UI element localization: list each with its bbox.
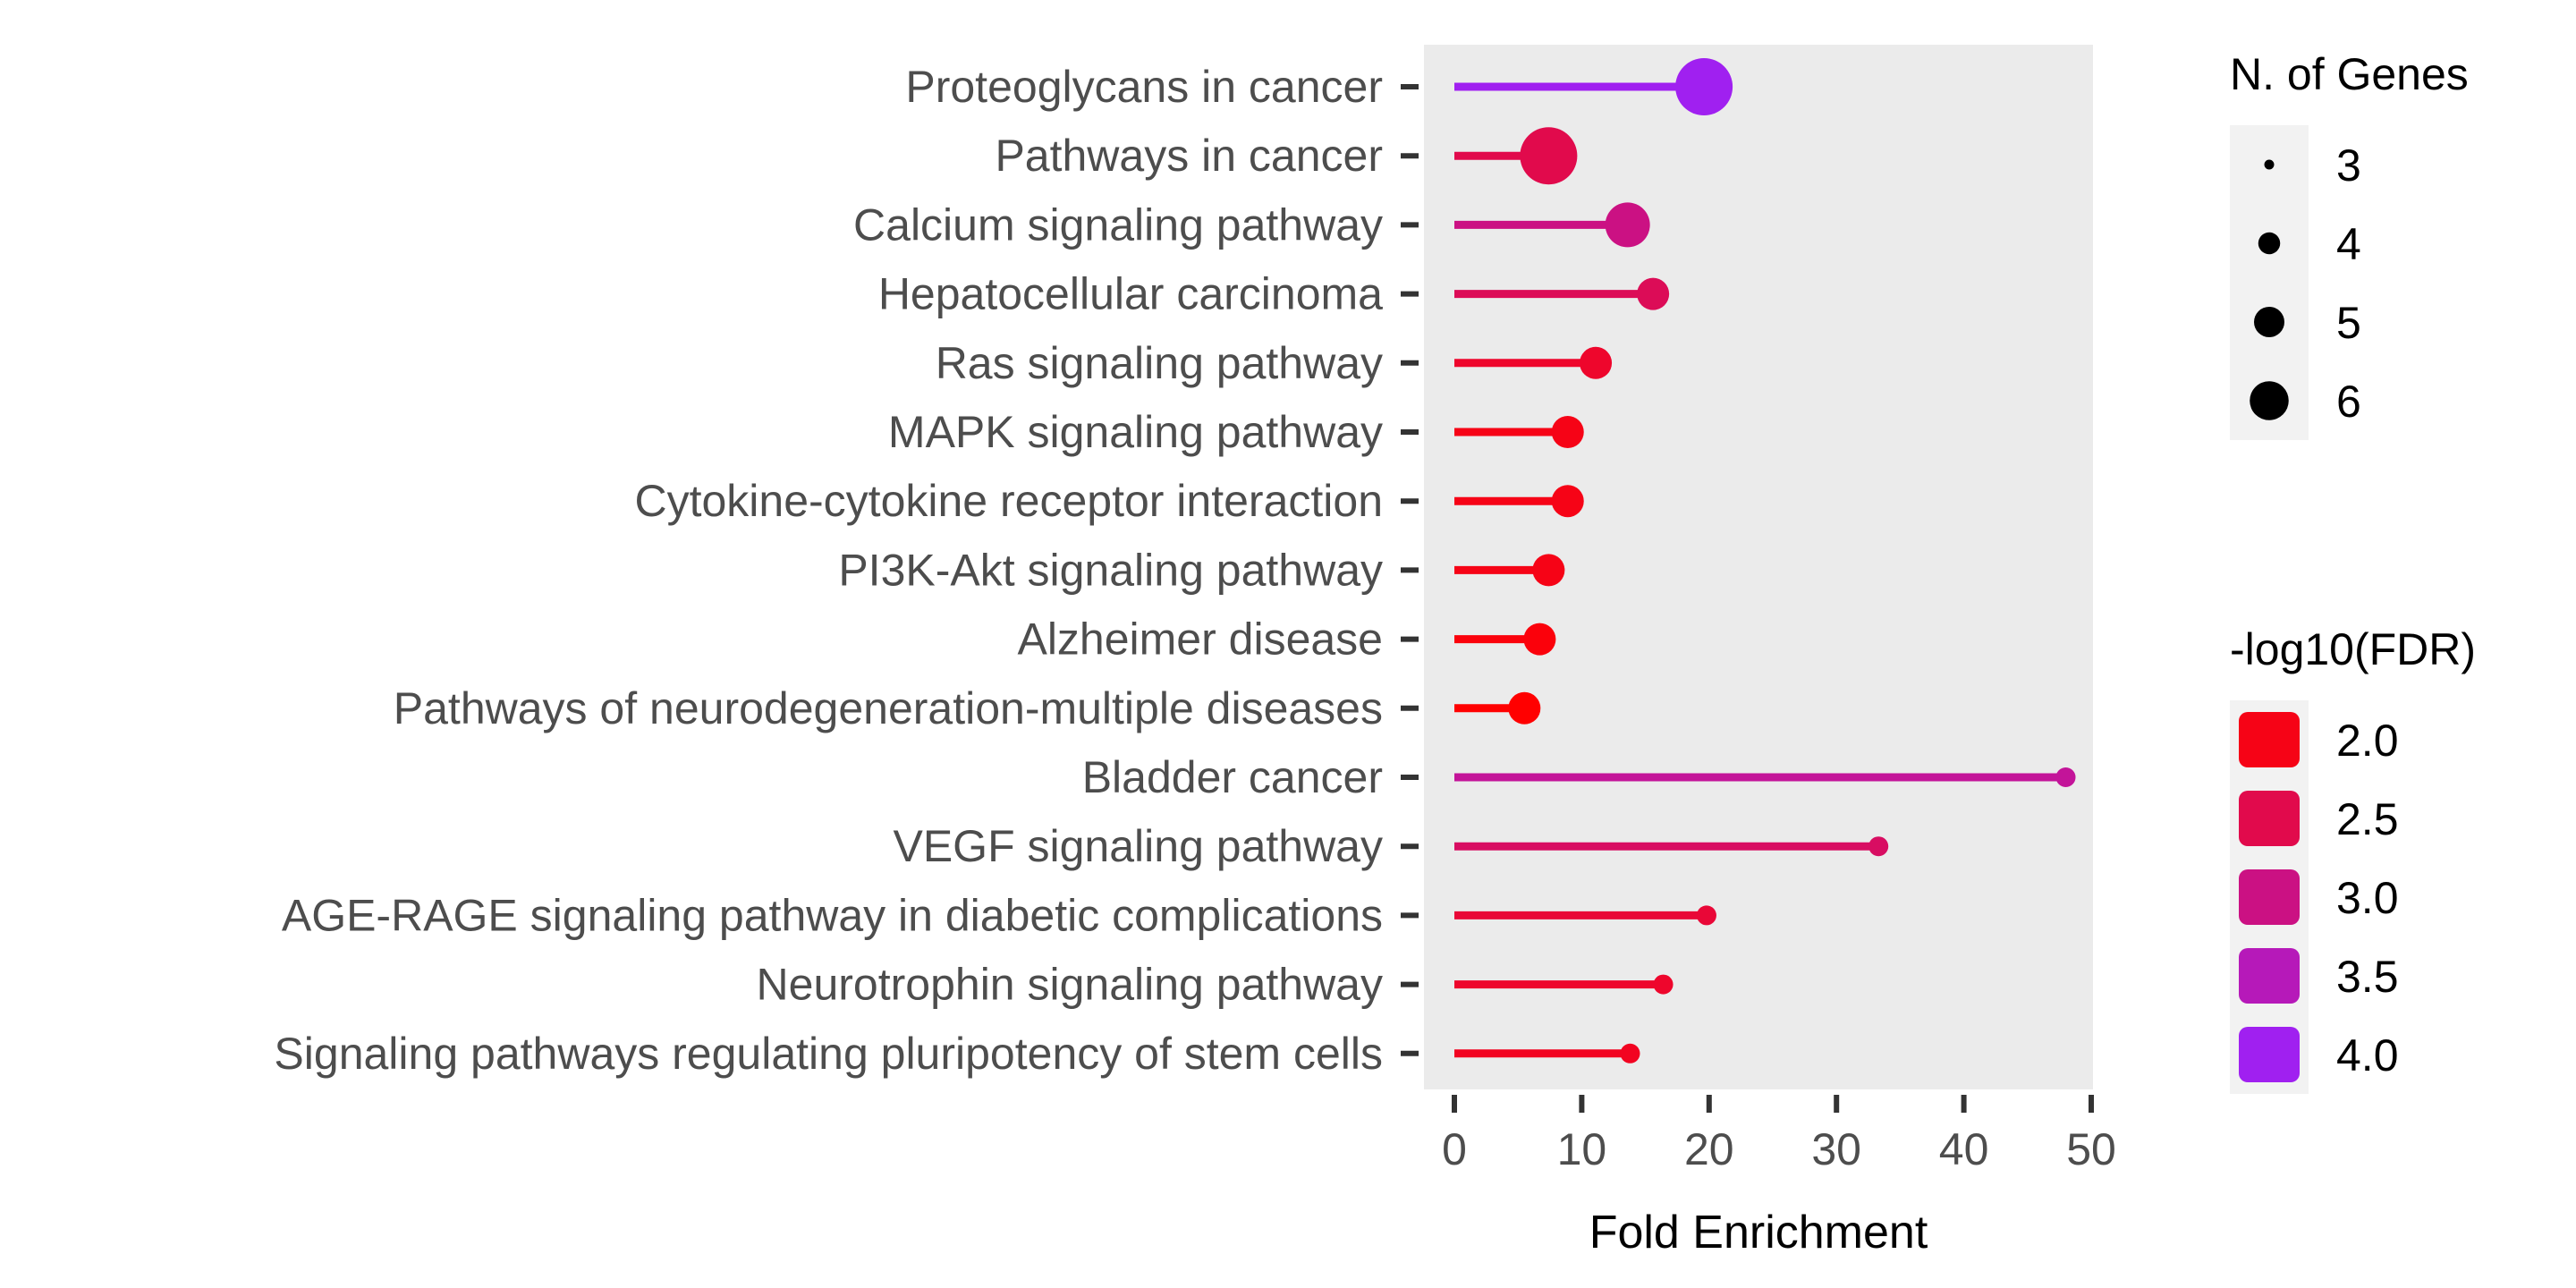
x-tick-label: 50 [2066, 1124, 2116, 1174]
lollipop-point [1696, 905, 1716, 926]
color-legend-key [2239, 791, 2300, 846]
color-legend-label: 3.5 [2336, 952, 2399, 1002]
lollipop-point [1580, 346, 1613, 379]
x-tick-label: 10 [1557, 1124, 1607, 1174]
lollipop-point [1520, 127, 1578, 185]
color-legend-label: 4.0 [2336, 1030, 2399, 1080]
category-label: Bladder cancer [1082, 752, 1383, 802]
color-legend-key [2239, 712, 2300, 767]
category-label: AGE-RAGE signaling pathway in diabetic c… [282, 890, 1383, 940]
size-legend-key [2250, 381, 2289, 420]
size-legend-label: 6 [2336, 377, 2361, 427]
size-legend-label: 5 [2336, 298, 2361, 348]
x-axis-title: Fold Enrichment [1589, 1207, 1928, 1258]
category-label: Signaling pathways regulating pluripoten… [274, 1029, 1383, 1079]
category-label: Pathways of neurodegeneration-multiple d… [394, 683, 1383, 733]
color-legend-title: -log10(FDR) [2230, 624, 2476, 674]
lollipop-point [1532, 554, 1565, 587]
lollipop-point [2055, 767, 2076, 787]
y-axis: Proteoglycans in cancer Pathways in cance… [274, 62, 1419, 1079]
lollipop-point [1551, 485, 1584, 518]
size-legend-key [2258, 232, 2281, 255]
color-legend-key [2239, 948, 2300, 1004]
category-label: Neurotrophin signaling pathway [757, 960, 1383, 1010]
lollipop-point [1637, 277, 1670, 310]
category-label: Pathways in cancer [995, 131, 1383, 181]
category-label: MAPK signaling pathway [888, 407, 1383, 457]
category-label: Cytokine-cytokine receptor interaction [635, 476, 1384, 526]
lollipop-point [1868, 836, 1889, 857]
color-legend-label: 3.0 [2336, 873, 2399, 923]
size-legend-title: N. of Genes [2230, 49, 2469, 99]
size-legend-key [2254, 307, 2284, 337]
lollipop-point [1508, 691, 1541, 724]
lollipop-point [1605, 202, 1650, 248]
x-axis: 0 10 20 30 40 50 [1442, 1095, 2116, 1174]
lollipop-point [1620, 1043, 1640, 1063]
color-legend: -log10(FDR) 2.0 2.5 3.0 3.5 4.0 [2230, 624, 2476, 1094]
size-legend-label: 3 [2336, 140, 2361, 191]
lollipop-point [1551, 416, 1584, 448]
x-tick-label: 20 [1684, 1124, 1734, 1174]
category-label: PI3K-Akt signaling pathway [838, 545, 1383, 595]
category-label: Ras signaling pathway [936, 338, 1383, 388]
size-legend-label: 4 [2336, 219, 2361, 269]
category-label: VEGF signaling pathway [893, 821, 1383, 871]
color-legend-key [2239, 869, 2300, 925]
data-marks [1454, 58, 2076, 1063]
lollipop-point [1523, 623, 1556, 656]
lollipop-point [1675, 58, 1733, 115]
category-label: Hepatocellular carcinoma [878, 269, 1383, 319]
size-legend: N. of Genes 3 4 5 6 [2230, 49, 2469, 440]
x-tick-label: 30 [1811, 1124, 1861, 1174]
lollipop-point [1653, 974, 1674, 995]
category-label: Alzheimer disease [1017, 614, 1383, 665]
size-legend-key [2264, 159, 2275, 170]
x-tick-label: 40 [1939, 1124, 1989, 1174]
color-legend-key [2239, 1027, 2300, 1082]
x-tick-label: 0 [1442, 1124, 1467, 1174]
color-legend-label: 2.0 [2336, 716, 2399, 766]
category-label: Calcium signaling pathway [853, 199, 1383, 250]
category-label: Proteoglycans in cancer [905, 62, 1383, 112]
color-legend-label: 2.5 [2336, 794, 2399, 844]
